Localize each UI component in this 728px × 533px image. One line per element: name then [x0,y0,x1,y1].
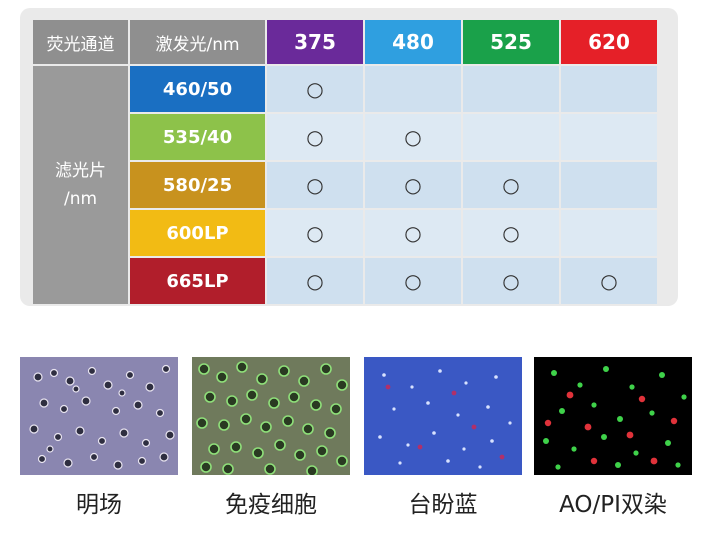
filter-580-25: 580/25 [130,162,265,208]
filter-535-40: 535/40 [130,114,265,160]
mark-cell [463,114,559,160]
caption-brightfield: 明场 [76,492,122,518]
brightfield-image [20,357,178,475]
table-row: 665LP ○ ○ ○ ○ [33,258,657,304]
mark-cell: ○ [267,162,363,208]
mark-cell: ○ [267,114,363,160]
filter-label-line1: 滤光片 [55,161,106,181]
mark-cell: ○ [463,258,559,304]
mark-cell: ○ [561,258,657,304]
excitation-375-header: 375 [267,20,363,64]
mark-cell [561,162,657,208]
immune-cell-image [192,357,350,475]
mark-cell [561,66,657,112]
mark-cell: ○ [365,162,461,208]
mark-cell [365,66,461,112]
table-row: 600LP ○ ○ ○ [33,210,657,256]
caption-ao-pi: AO/PI双染 [559,492,667,518]
filter-665lp: 665LP [130,258,265,304]
excitation-525-header: 525 [463,20,559,64]
excitation-480-header: 480 [365,20,461,64]
mark-cell [561,210,657,256]
mark-cell: ○ [267,66,363,112]
channel-header: 荧光通道 [33,20,128,64]
table-row: 580/25 ○ ○ ○ [33,162,657,208]
mark-cell: ○ [267,210,363,256]
filter-side-label: 滤光片 /nm [33,66,128,304]
filter-600lp: 600LP [130,210,265,256]
caption-immune-cell: 免疫细胞 [225,492,317,518]
mark-cell [463,66,559,112]
filter-460-50: 460/50 [130,66,265,112]
mark-cell: ○ [365,114,461,160]
excitation-620-header: 620 [561,20,657,64]
mark-cell: ○ [365,210,461,256]
mark-cell: ○ [365,258,461,304]
mark-cell: ○ [463,210,559,256]
filter-label-line2: /nm [63,189,98,209]
mark-cell [561,114,657,160]
excitation-header: 激发光/nm [130,20,265,64]
table-header-row: 荧光通道 激发光/nm 375 480 525 620 [33,20,657,64]
ao-pi-stain-image [534,357,692,475]
table-row: 535/40 ○ ○ [33,114,657,160]
trypan-blue-image [364,357,522,475]
caption-trypan-blue: 台盼蓝 [408,492,478,518]
table-row: 滤光片 /nm 460/50 ○ [33,66,657,304]
filter-channel-table: 荧光通道 激发光/nm 375 480 525 620 滤光片 /nm 460/… [31,18,659,306]
mark-cell: ○ [267,258,363,304]
mark-cell: ○ [463,162,559,208]
